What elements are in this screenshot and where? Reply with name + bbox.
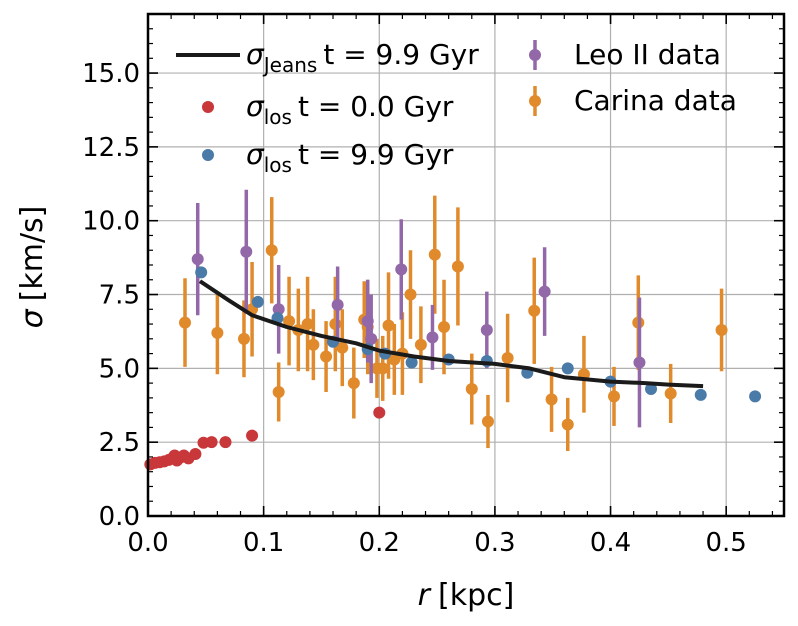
x-tick-label: 0.2 (359, 528, 400, 558)
carina-point (283, 315, 296, 328)
y-axis-label: σ[km/s] (15, 206, 50, 329)
y-tick-label: 12.5 (82, 133, 140, 163)
legend-carina-label: Carina data (574, 84, 737, 117)
y-tick-label: 0.0 (99, 502, 140, 532)
leo-point (331, 298, 344, 311)
carina-point (438, 321, 451, 334)
los-t0-point (189, 447, 202, 460)
los-t99-point (749, 390, 762, 403)
series-layer (144, 189, 762, 471)
leo-point (191, 253, 204, 266)
legend-carina-swatch (529, 95, 541, 107)
carina-point (301, 318, 314, 331)
x-axis-label: r [kpc] (418, 578, 515, 613)
leo-point (480, 323, 493, 336)
carina-point (376, 362, 389, 375)
carina-point (715, 323, 728, 336)
legend-leo-swatch (529, 49, 541, 61)
carina-point (329, 318, 342, 331)
grid (148, 14, 784, 516)
leo-point (365, 332, 378, 345)
y-tick-label: 2.5 (99, 428, 140, 458)
legend-los-t0-swatch (202, 101, 214, 113)
plot-frame (146, 12, 786, 518)
carina-point (608, 390, 621, 403)
carina-point (561, 418, 574, 431)
jeans-line (198, 279, 704, 389)
carina-point (237, 332, 250, 345)
leo-point (395, 263, 408, 276)
carina-point (545, 393, 558, 406)
carina-point (501, 352, 514, 365)
x-tick-label: 0.0 (127, 528, 168, 558)
carina-point (428, 248, 441, 261)
x-tick-label: 0.1 (243, 528, 284, 558)
leo-point (426, 331, 439, 344)
y-tick-label: 7.5 (99, 281, 140, 311)
los-t0-point (219, 436, 232, 449)
los-t0-point (246, 429, 259, 442)
carina-point (272, 385, 285, 398)
los-t0-point (373, 406, 386, 419)
carina-point (451, 260, 464, 273)
carina-point (404, 288, 417, 301)
legend: σJeans t = 9.9 Gyr σlos t = 0.0 Gyr σlos t = … (176, 38, 737, 177)
legend-los-t0-label: σlos t = 0.0 Gyr (246, 90, 454, 129)
x-tick-label: 0.5 (706, 528, 747, 558)
carina-point (320, 350, 333, 363)
los-t99-point (405, 356, 418, 369)
carina-point (179, 316, 192, 329)
carina-point (664, 387, 677, 400)
legend-los-t99-swatch (202, 149, 214, 161)
carina-point (336, 341, 349, 354)
carina-point (347, 377, 360, 390)
los-t99-point (561, 362, 574, 375)
carina-point (414, 338, 427, 351)
los-t0-point (205, 436, 218, 449)
carina-point (481, 415, 494, 428)
leo-point (272, 303, 285, 316)
leo-point (538, 285, 551, 298)
carina-point (465, 383, 478, 396)
carina-point (528, 304, 541, 317)
carina-point (211, 326, 224, 339)
legend-los-t99-label: σlos t = 9.9 Gyr (246, 138, 454, 177)
los-t99-point (645, 383, 658, 396)
leo-point (240, 245, 253, 258)
x-tick-label: 0.4 (590, 528, 631, 558)
tick-labels: 0.0 0.1 0.2 0.3 0.4 0.5 0.0 2.5 5.0 7.5 10.0 12.5 15… (82, 59, 747, 558)
y-tick-label: 15.0 (82, 59, 140, 89)
y-tick-label: 10.0 (82, 207, 140, 237)
legend-leo-label: Leo II data (574, 38, 721, 71)
los-t99-point (195, 266, 208, 279)
leo-point (633, 356, 646, 369)
los-t99-point (251, 295, 264, 308)
y-tick-label: 5.0 (99, 354, 140, 384)
los-t99-point (694, 388, 707, 401)
carina-point (265, 244, 278, 257)
legend-jeans-label: σJeans t = 9.9 Gyr (246, 38, 479, 77)
carina-point (307, 338, 320, 351)
x-tick-label: 0.3 (474, 528, 515, 558)
carina-point (382, 319, 395, 332)
